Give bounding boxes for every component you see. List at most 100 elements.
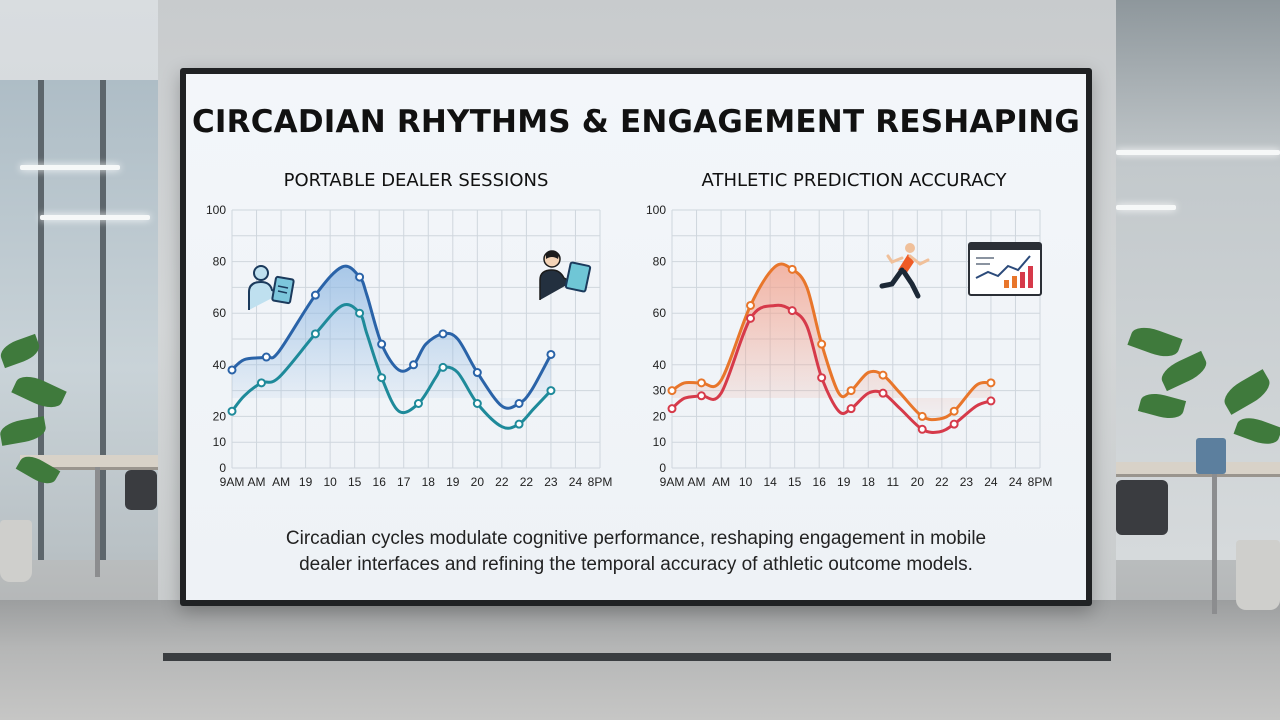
x-tick-label: 10	[323, 475, 337, 489]
x-tick-label: 19	[299, 475, 313, 489]
caption-line-2: dealer interfaces and refining the tempo…	[299, 554, 973, 575]
office-chair	[1116, 480, 1168, 535]
data-point	[472, 368, 482, 378]
y-tick-label: 60	[653, 306, 667, 320]
x-tick-label: 20	[471, 475, 485, 489]
chart-title-right: ATHLETIC PREDICTION ACCURACY	[701, 170, 1007, 191]
caption-line-1: Circadian cycles modulate cognitive perf…	[285, 528, 987, 549]
data-point	[472, 399, 482, 408]
runner-icon	[879, 243, 930, 299]
data-point	[949, 406, 959, 416]
y-tick-label: 0	[219, 461, 226, 475]
data-point	[355, 272, 365, 282]
y-tick-label: 30	[653, 384, 667, 398]
x-tick-label: 22	[935, 475, 949, 489]
data-point	[667, 404, 677, 414]
data-point	[261, 352, 271, 362]
y-tick-label: 80	[653, 255, 667, 269]
y-tick-label: 0	[659, 461, 666, 475]
data-point	[409, 360, 419, 370]
plant-pot-right	[1236, 540, 1280, 610]
ceiling-light	[1116, 205, 1176, 210]
data-point	[227, 365, 237, 375]
x-tick-label: 18	[422, 475, 436, 489]
x-tick-label: 19	[446, 475, 460, 489]
x-tick-label: 24	[984, 475, 998, 489]
x-tick-label: 9AM	[660, 475, 685, 489]
analytics-dashboard-icon	[968, 242, 1042, 296]
x-tick-label: 20	[911, 475, 925, 489]
window-mullion	[100, 80, 106, 560]
data-point	[986, 396, 996, 406]
y-tick-label: 10	[653, 435, 667, 449]
data-point	[377, 339, 387, 349]
y-tick-label: 100	[646, 203, 666, 217]
caption: Circadian cycles modulate cognitive perf…	[246, 526, 1026, 578]
x-tick-label: 22	[520, 475, 534, 489]
desk-leg	[95, 467, 100, 577]
x-tick-label: 15	[348, 475, 362, 489]
x-tick-label: 22	[495, 475, 509, 489]
window-mullion	[38, 80, 44, 560]
tablet-on-desk	[1196, 438, 1226, 474]
person-tablet-icon	[248, 265, 295, 310]
series-area-fill	[672, 263, 991, 420]
y-tick-label: 100	[206, 203, 226, 217]
y-tick-label: 80	[213, 255, 227, 269]
y-tick-label: 40	[653, 358, 667, 372]
data-point	[787, 264, 797, 274]
data-point	[256, 378, 266, 388]
x-tick-label: 16	[813, 475, 827, 489]
data-point	[986, 378, 996, 388]
ceiling-light	[20, 165, 120, 170]
data-point	[878, 370, 888, 380]
x-tick-label: AM	[248, 475, 266, 489]
series-line-lower	[230, 303, 552, 430]
display-screen: CIRCADIAN RHYTHMS & ENGAGEMENT RESHAPING…	[186, 74, 1086, 600]
desk-leg	[1212, 474, 1217, 614]
plant-pot-left	[0, 520, 32, 582]
data-point	[546, 349, 556, 359]
x-tick-label: 14	[763, 475, 777, 489]
y-tick-label: 60	[213, 306, 227, 320]
data-point	[846, 404, 856, 414]
series-line-lower	[670, 303, 992, 434]
data-point	[878, 388, 888, 398]
data-point	[817, 339, 827, 349]
x-tick-label: 8PM	[1028, 475, 1053, 489]
office-chair	[125, 470, 157, 510]
desk-left	[20, 455, 158, 470]
data-point	[949, 419, 959, 429]
data-point	[667, 386, 677, 396]
data-point	[227, 406, 237, 416]
data-point	[817, 373, 827, 383]
ceiling-light	[40, 215, 150, 220]
data-point	[438, 329, 448, 339]
x-tick-label: 9AM	[220, 475, 245, 489]
data-point	[310, 329, 320, 339]
office-window-left	[0, 80, 160, 560]
wall-base	[163, 653, 1111, 661]
data-point	[746, 300, 756, 310]
data-point	[917, 411, 927, 421]
x-tick-label: AM	[688, 475, 706, 489]
y-tick-label: 10	[213, 435, 227, 449]
data-point	[746, 313, 756, 323]
x-tick-label: AM	[712, 475, 730, 489]
x-tick-label: 11	[887, 475, 900, 489]
person-tablet-icon	[539, 250, 592, 300]
x-tick-label: 18	[862, 475, 876, 489]
x-tick-label: 8PM	[588, 475, 613, 489]
data-point	[377, 373, 387, 383]
data-point	[917, 424, 927, 434]
x-tick-label: 23	[960, 475, 974, 489]
x-tick-label: 19	[837, 475, 851, 489]
x-tick-label: 10	[739, 475, 753, 489]
x-tick-label: 24	[569, 475, 583, 489]
data-point	[514, 419, 524, 429]
data-point	[696, 391, 706, 401]
data-point	[438, 362, 448, 372]
data-point	[546, 386, 556, 396]
y-tick-label: 40	[213, 358, 227, 372]
